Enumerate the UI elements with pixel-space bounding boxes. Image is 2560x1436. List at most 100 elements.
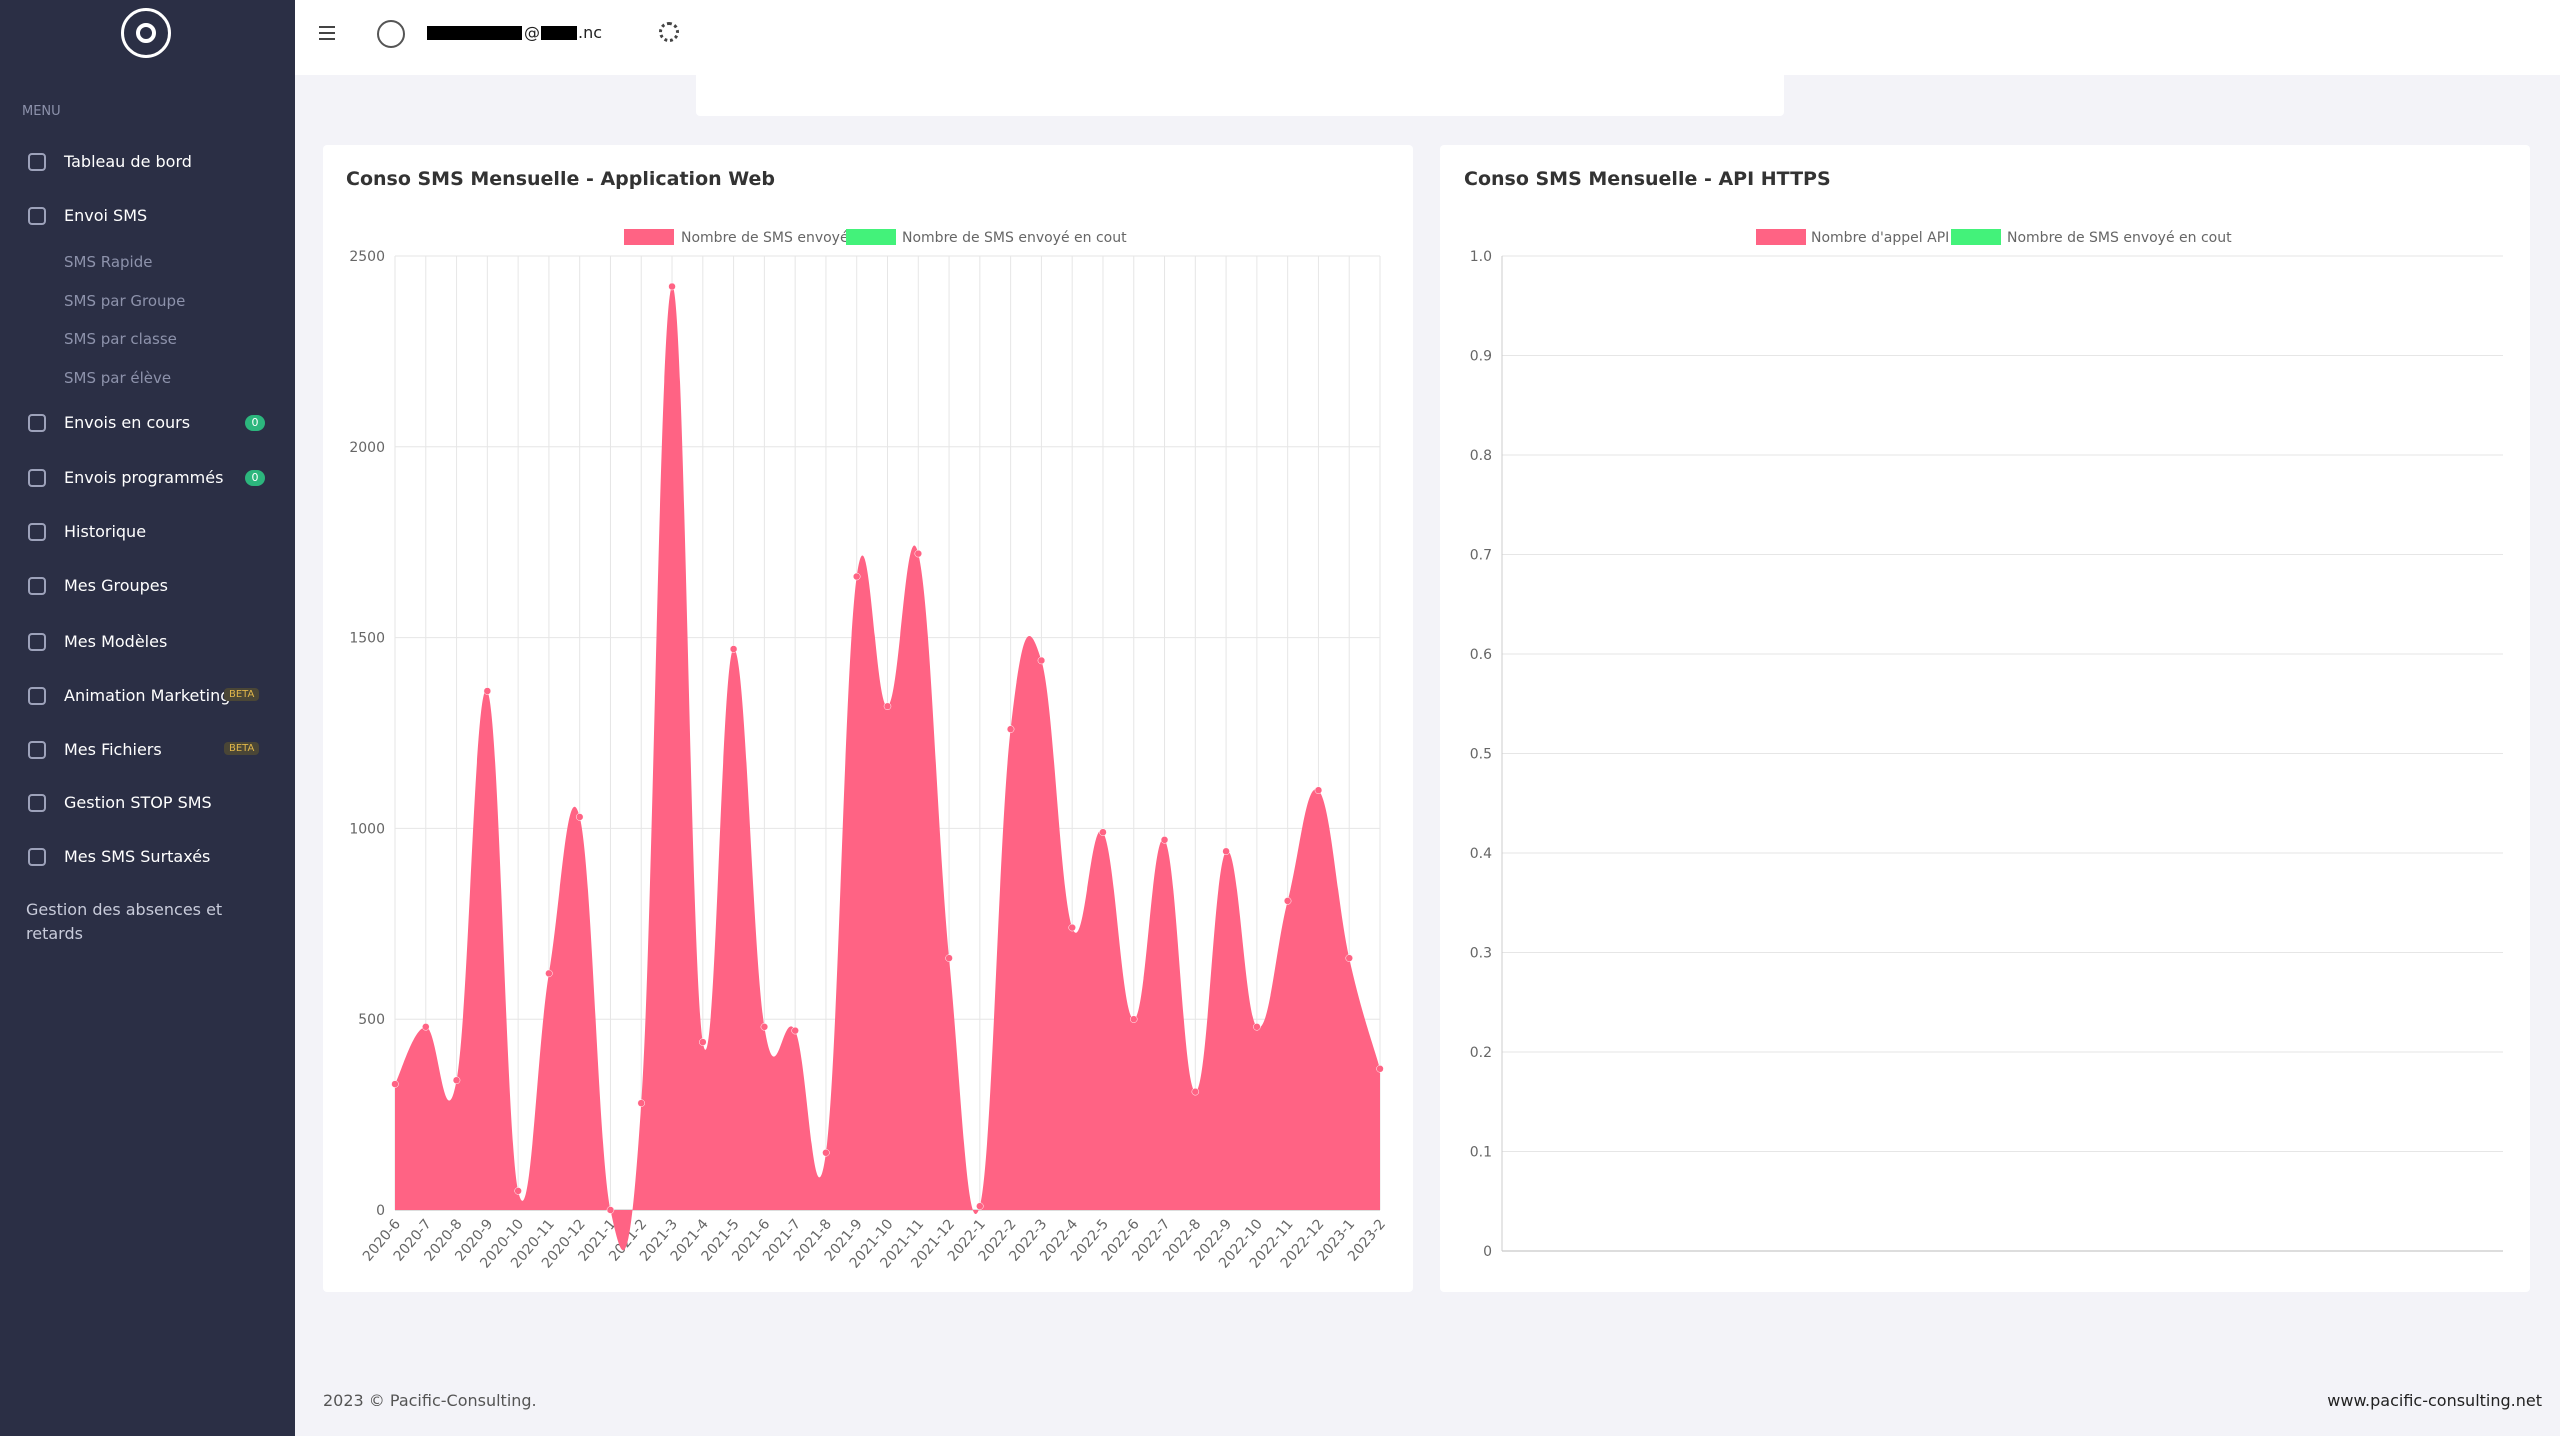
point — [606, 1206, 615, 1214]
point — [1068, 923, 1076, 932]
menu-item[interactable]: Historique — [64, 522, 147, 541]
point — [1314, 786, 1323, 794]
redacted — [541, 26, 577, 40]
point — [883, 702, 892, 711]
point — [1283, 897, 1292, 905]
logo-inner — [136, 23, 156, 43]
point — [1099, 828, 1107, 836]
sidebar: MENU Gestion des absences et retards Tab… — [0, 0, 295, 1436]
user-email-at: @ — [524, 23, 540, 42]
y-tick-label: 2000 — [349, 440, 385, 456]
menu-icon — [28, 741, 46, 759]
y-tick-label: 0.7 — [1470, 548, 1492, 564]
menu-link[interactable]: Gestion des absences et retards — [26, 900, 223, 943]
menu-item[interactable]: SMS Rapide — [64, 253, 153, 271]
chart-title: Conso SMS Mensuelle - Application Web — [346, 168, 775, 190]
legend-swatch — [624, 229, 674, 245]
point — [1006, 725, 1015, 733]
point — [852, 572, 861, 581]
menu-item[interactable]: SMS par classe — [64, 330, 177, 348]
point — [1160, 836, 1169, 844]
point — [1130, 1015, 1138, 1023]
y-tick-label: 0.2 — [1470, 1045, 1492, 1061]
copyright: 2023 © Pacific-Consulting. — [323, 1391, 537, 1410]
chart-title: Conso SMS Mensuelle - API HTTPS — [1464, 168, 1831, 190]
legend-label: Nombre de SMS envoyé — [681, 230, 849, 246]
hamburger[interactable] — [319, 26, 335, 40]
point — [945, 954, 953, 962]
user-email-suffix: .nc — [578, 23, 603, 42]
menu-item[interactable]: Mes Modèles — [64, 632, 168, 651]
point — [914, 549, 923, 558]
menu-icon — [28, 153, 46, 171]
point — [637, 1099, 645, 1107]
menu-icon — [28, 848, 46, 866]
top-card — [696, 60, 1784, 116]
legend-swatch — [1951, 229, 2001, 245]
logo — [121, 8, 171, 58]
y-tick-label: 0 — [376, 1203, 385, 1219]
menu-icon — [28, 414, 46, 432]
menu-item[interactable]: Mes Groupes — [64, 576, 168, 595]
legend-label: Nombre de SMS envoyé en cout — [2007, 230, 2232, 246]
menu-icon — [28, 577, 46, 595]
point — [452, 1076, 461, 1085]
legend-label: Nombre de SMS envoyé en cout — [902, 230, 1127, 246]
point — [822, 1149, 830, 1157]
tag: BETA — [224, 742, 260, 755]
point — [545, 969, 553, 978]
menu-item[interactable]: Envois programmés — [64, 468, 224, 487]
point — [483, 687, 492, 695]
menu-icon — [28, 794, 46, 812]
legend-swatch — [846, 229, 896, 245]
point — [729, 645, 738, 653]
point — [1345, 954, 1353, 962]
menu-item[interactable]: Gestion STOP SMS — [64, 793, 212, 812]
menu-label: MENU — [22, 104, 61, 119]
tag: BETA — [224, 688, 260, 701]
y-tick-label: 0.4 — [1470, 846, 1492, 862]
menu-item[interactable]: Mes Fichiers — [64, 740, 162, 759]
y-tick-label: 0.8 — [1470, 448, 1492, 464]
menu-item[interactable]: SMS par élève — [64, 369, 172, 387]
y-tick-label: 1.0 — [1470, 249, 1492, 265]
badge: 0 — [245, 470, 265, 486]
menu-item[interactable]: SMS par Groupe — [64, 292, 186, 310]
point — [575, 813, 584, 821]
menu-item[interactable]: Animation Marketing — [64, 686, 231, 705]
menu-item[interactable]: Envoi SMS — [64, 206, 148, 225]
user-avatar[interactable] — [377, 20, 405, 48]
menu-icon — [28, 207, 46, 225]
point — [1222, 847, 1230, 856]
point — [514, 1187, 522, 1195]
point — [699, 1038, 707, 1046]
menu-item[interactable]: Envois en cours — [64, 413, 191, 432]
website[interactable]: www.pacific-consulting.net — [2327, 1391, 2542, 1410]
point — [1376, 1065, 1384, 1073]
menu-item[interactable]: Tableau de bord — [64, 152, 192, 171]
menu-item[interactable]: Mes SMS Surtaxés — [64, 847, 211, 866]
menu-icon — [28, 523, 46, 541]
point — [391, 1080, 399, 1088]
legend-swatch — [1756, 229, 1806, 245]
point — [422, 1023, 430, 1031]
y-tick-label: 0.5 — [1470, 747, 1492, 763]
y-tick-label: 0.1 — [1470, 1145, 1492, 1161]
settings-icon[interactable] — [659, 22, 679, 42]
legend-label: Nombre d'appel API — [1811, 230, 1949, 246]
chart-card — [1440, 145, 2530, 1292]
menu-icon — [28, 687, 46, 705]
hamburger-mid — [319, 32, 335, 34]
badge: 0 — [245, 415, 265, 431]
y-tick-label: 2500 — [349, 249, 385, 265]
area — [395, 286, 1380, 1251]
y-tick-label: 0.9 — [1470, 349, 1492, 365]
point — [1037, 656, 1046, 665]
point — [976, 1202, 984, 1210]
point — [760, 1023, 769, 1031]
y-tick-label: 0.3 — [1470, 946, 1492, 962]
point — [1191, 1087, 1200, 1096]
y-tick-label: 0.6 — [1470, 647, 1492, 663]
